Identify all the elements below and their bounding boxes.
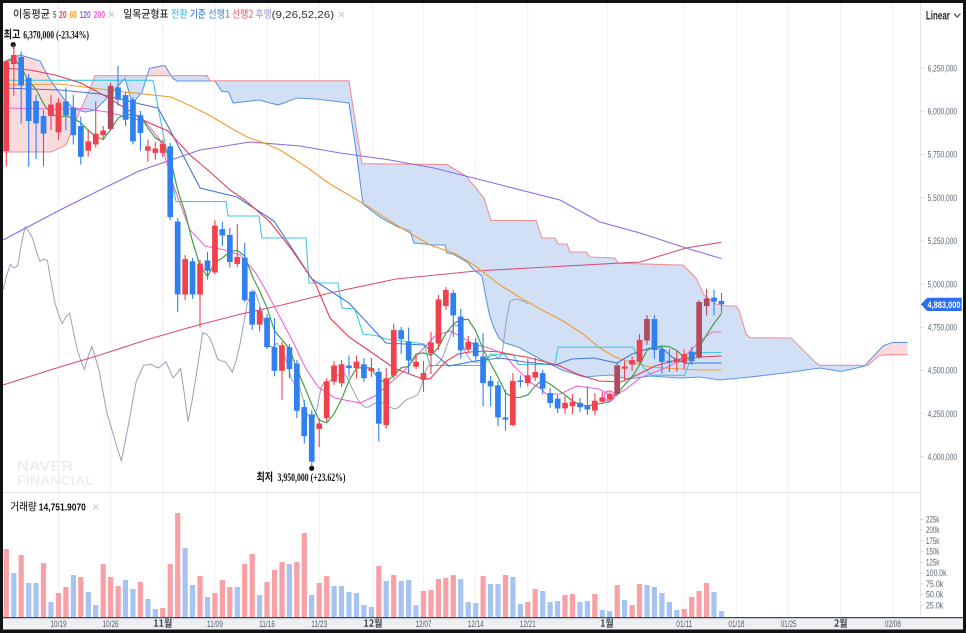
svg-text:20: 20	[59, 10, 67, 21]
svg-text:4,883,000: 4,883,000	[928, 300, 961, 310]
svg-text:150k: 150k	[926, 547, 940, 557]
svg-text:NAVER: NAVER	[17, 458, 73, 474]
svg-text:200: 200	[94, 10, 106, 21]
svg-text:FINANCIAL: FINANCIAL	[17, 472, 94, 488]
svg-text:6,370,000 (-23.34%): 6,370,000 (-23.34%)	[23, 27, 89, 41]
svg-text:4,500,000: 4,500,000	[928, 366, 958, 377]
svg-text:25.0k: 25.0k	[926, 600, 944, 610]
svg-text:75.0k: 75.0k	[926, 579, 944, 589]
svg-text:4,250,000: 4,250,000	[928, 409, 958, 420]
svg-text:225k: 225k	[926, 514, 940, 524]
svg-text:02/08: 02/08	[885, 619, 901, 630]
svg-text:5: 5	[53, 10, 57, 21]
svg-text:6,250,000: 6,250,000	[928, 63, 958, 74]
svg-text:14,751.9070: 14,751.9070	[39, 501, 86, 513]
svg-text:01/18: 01/18	[728, 619, 744, 630]
svg-text:4,000,000: 4,000,000	[928, 452, 958, 463]
svg-text:175k: 175k	[926, 536, 940, 546]
svg-text:5,250,000: 5,250,000	[928, 236, 958, 247]
svg-text:3,950,000 (+23.62%): 3,950,000 (+23.62%)	[278, 470, 346, 484]
svg-text:10/19: 10/19	[51, 619, 67, 630]
svg-text:12/14: 12/14	[468, 619, 484, 630]
svg-text:01/11: 01/11	[676, 619, 692, 630]
svg-text:5,000,000: 5,000,000	[928, 279, 958, 290]
svg-text:125k: 125k	[926, 557, 940, 567]
svg-text:Linear: Linear	[926, 9, 950, 23]
svg-text:120: 120	[80, 10, 91, 21]
svg-text:11/16: 11/16	[259, 619, 275, 630]
svg-text:11/23: 11/23	[311, 619, 327, 630]
svg-text:5,750,000: 5,750,000	[928, 150, 958, 161]
svg-text:50.0k: 50.0k	[926, 590, 944, 600]
svg-text:12/07: 12/07	[416, 619, 432, 630]
svg-text:12/21: 12/21	[520, 619, 536, 630]
svg-text:100.0k: 100.0k	[926, 568, 947, 578]
svg-text:200k: 200k	[926, 525, 940, 535]
svg-text:60: 60	[70, 10, 77, 21]
svg-text:11/09: 11/09	[207, 619, 223, 630]
svg-text:6,000,000: 6,000,000	[928, 107, 958, 118]
svg-text:5,500,000: 5,500,000	[928, 193, 958, 204]
svg-text:4,750,000: 4,750,000	[928, 322, 958, 333]
svg-text:(9,26,52,26): (9,26,52,26)	[272, 10, 334, 21]
svg-text:10/26: 10/26	[103, 619, 119, 630]
svg-text:01/25: 01/25	[781, 619, 797, 630]
